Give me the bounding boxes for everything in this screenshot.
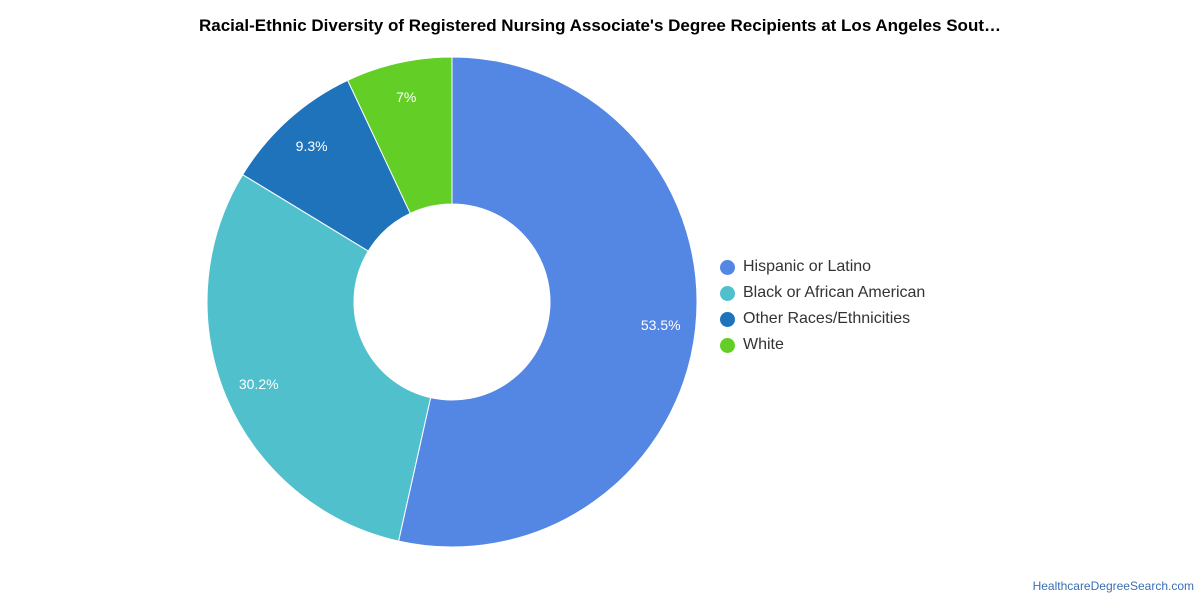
legend-item-white[interactable]: White — [720, 332, 925, 358]
slice-hispanic-or-latino[interactable] — [397, 56, 698, 548]
legend-item-black-or-african-american[interactable]: Black or African American — [720, 280, 925, 306]
legend-label: Hispanic or Latino — [743, 258, 872, 275]
legend-label: White — [743, 336, 784, 353]
legend-item-hispanic-or-latino[interactable]: Hispanic or Latino — [720, 254, 925, 280]
source-link[interactable]: HealthcareDegreeSearch.com — [1032, 579, 1194, 593]
legend-swatch-icon — [720, 285, 735, 301]
legend-label: Black or African American — [743, 284, 926, 301]
slice-data-label: 30.2% — [239, 376, 279, 392]
legend: Hispanic or Latino Black or African Amer… — [720, 254, 925, 358]
chart-title: Racial-Ethnic Diversity of Registered Nu… — [198, 16, 1001, 35]
legend-item-other-races[interactable]: Other Races/Ethnicities — [720, 306, 925, 332]
legend-swatch-icon — [720, 337, 735, 353]
slice-data-label: 7% — [396, 89, 416, 105]
slice-black-or-african-american[interactable] — [206, 173, 432, 542]
legend-swatch-icon — [720, 311, 735, 327]
legend-label: Other Races/Ethnicities — [743, 310, 911, 327]
slice-data-label: 53.5% — [641, 317, 681, 333]
slice-white[interactable] — [347, 56, 453, 214]
slice-data-label: 9.3% — [296, 138, 328, 154]
legend-swatch-icon — [720, 259, 735, 275]
